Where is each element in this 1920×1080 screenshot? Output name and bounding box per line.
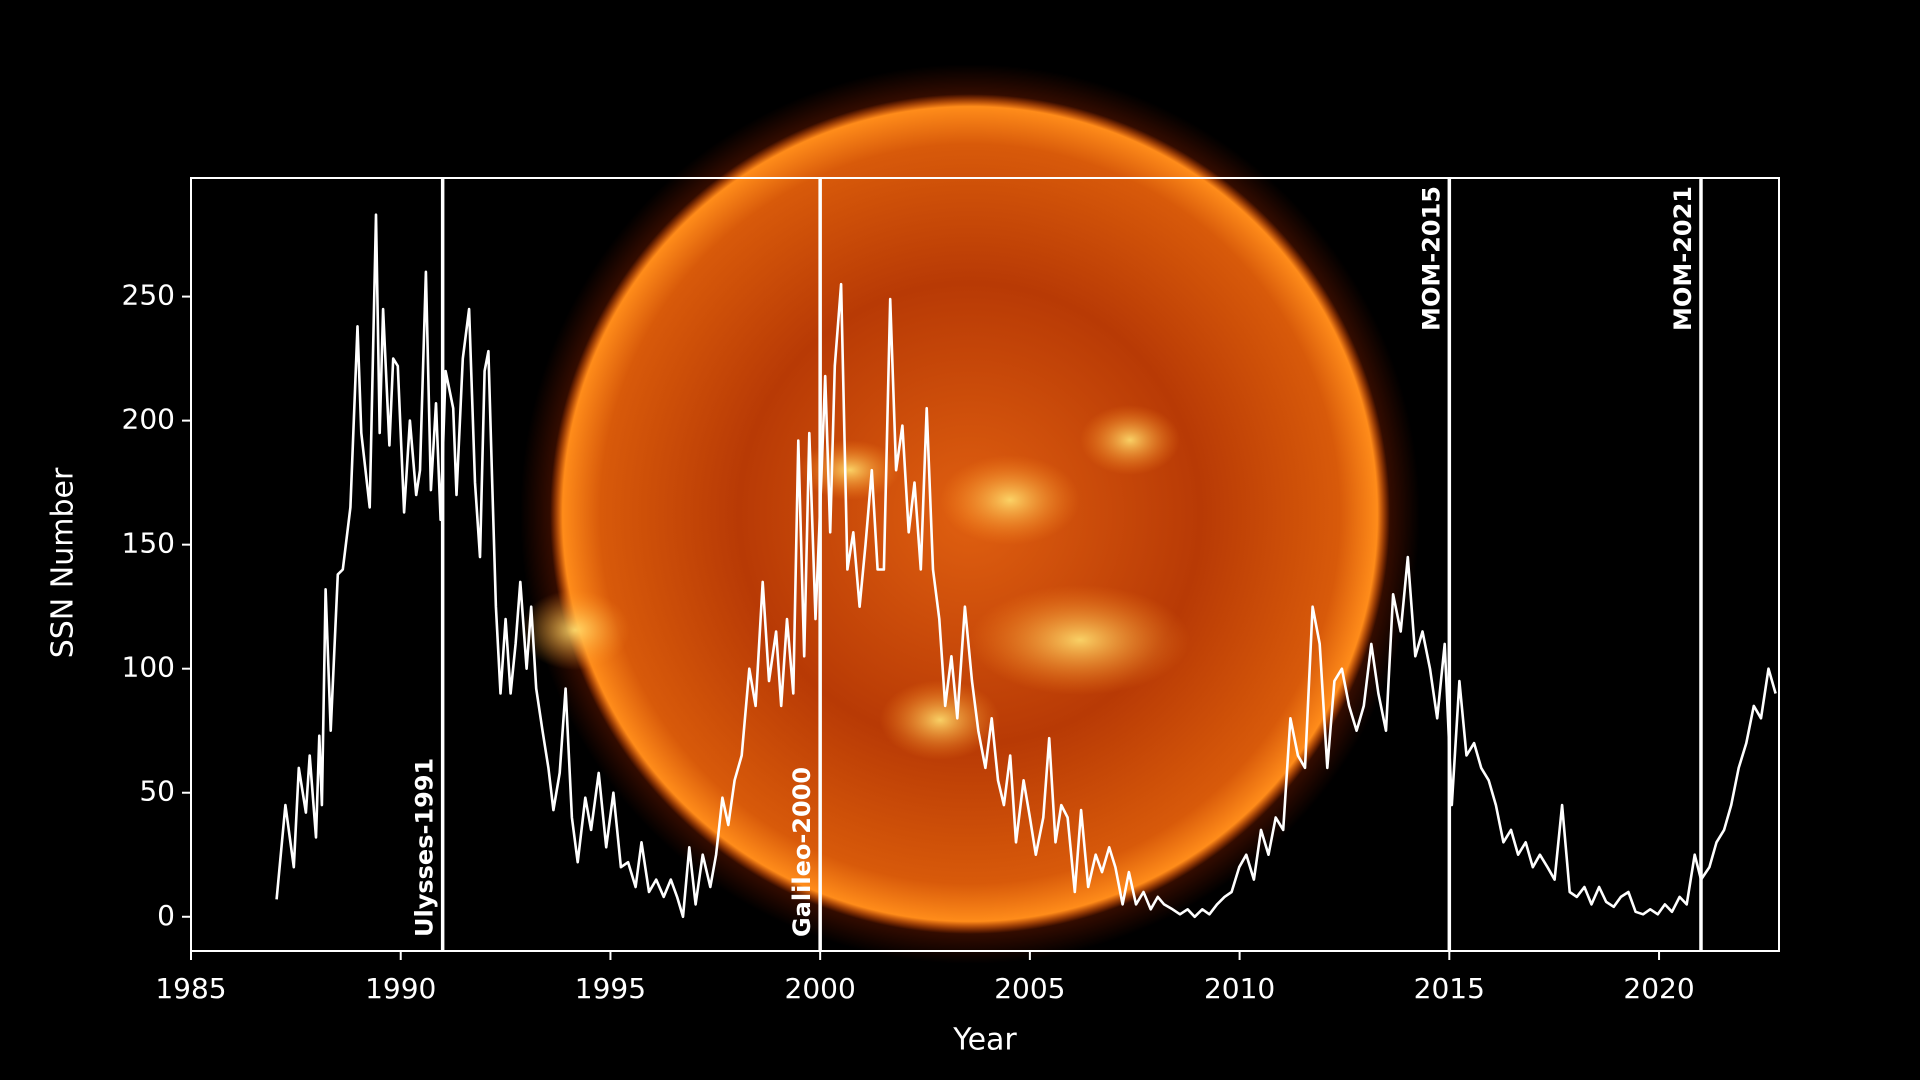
x-axis-label: Year [952,1023,1017,1058]
x-tick-label: 2010 [1204,972,1275,1005]
mission-label: Ulysses-1991 [411,758,439,937]
x-tick-label: 1990 [365,972,436,1005]
x-tick-label: 2005 [994,972,1065,1005]
x-tick-label: 1995 [575,972,646,1005]
plot-frame [190,177,1780,952]
x-tick-label: 2015 [1414,972,1485,1005]
data-line [275,213,1777,919]
x-tick-label: 2000 [785,972,856,1005]
y-tick-label: 250 [122,279,175,312]
mission-label: MOM-2015 [1417,186,1445,331]
y-tick-label: 50 [139,775,175,808]
y-tick-label: 150 [122,527,175,560]
sun-background [520,64,1420,964]
mission-label: Galileo-2000 [788,767,816,937]
x-tick-label: 1985 [155,972,226,1005]
y-tick-label: 0 [157,899,175,932]
y-tick-label: 200 [122,403,175,436]
mission-label: MOM-2021 [1669,186,1697,331]
y-tick-label: 100 [122,651,175,684]
y-axis-label: SSN Number [46,467,81,658]
x-tick-label: 2020 [1623,972,1694,1005]
